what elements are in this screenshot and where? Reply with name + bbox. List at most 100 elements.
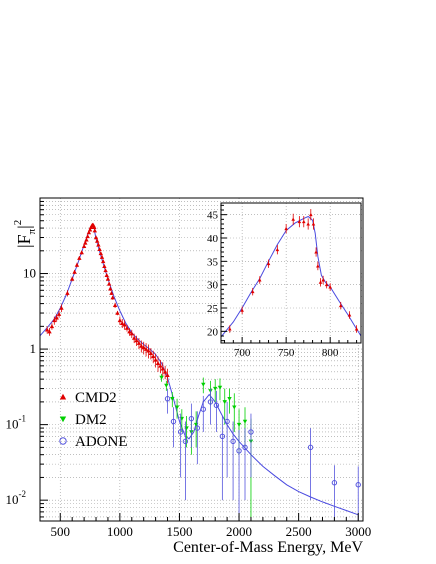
main-point-cmd2	[110, 295, 115, 300]
main-point-dm2	[232, 405, 237, 410]
main-point-dm2	[201, 382, 206, 387]
main-y-tick-label: 10-2	[6, 489, 27, 507]
main-point-cmd2	[105, 276, 111, 281]
main-point-cmd2	[146, 348, 151, 353]
main-point-adone	[164, 396, 171, 402]
main-point-adone	[182, 438, 189, 445]
main-point-cmd2	[74, 262, 80, 267]
main-point-adone	[200, 406, 206, 412]
main-point-cmd2	[124, 325, 130, 330]
main-point-cmd2	[72, 269, 77, 274]
inset-y-tick-label: 20	[207, 326, 219, 338]
inset-fit-line	[220, 215, 362, 338]
inset-y-tick-label: 30	[207, 280, 219, 292]
main-x-tick-label: 2500	[286, 524, 312, 539]
inset-plot-frame	[220, 202, 362, 344]
legend-marker-cmd2	[59, 393, 67, 400]
legend-label-dm2: DM2	[75, 412, 107, 428]
main-point-cmd2	[56, 311, 62, 316]
inset-point-cmd2	[291, 217, 296, 221]
main-point-cmd2	[143, 346, 149, 351]
main-x-tick-label: 500	[51, 524, 71, 539]
inset-x-tick-label: 750	[278, 347, 295, 359]
inset-x-tick-label: 800	[322, 347, 339, 359]
main-tick-labels: 500 1000 1500 2000 2500 3000 10 1 10-1 10-2	[6, 200, 371, 539]
inset-data-points	[228, 209, 359, 333]
main-point-cmd2	[79, 250, 84, 255]
main-point-cmd2	[151, 354, 156, 359]
main-point-cmd2	[99, 254, 105, 259]
main-point-cmd2	[98, 251, 103, 256]
x-axis-label: Center-of-Mass Energy, MeV	[173, 539, 363, 556]
main-point-cmd2	[44, 327, 50, 332]
main-point-cmd2	[81, 244, 87, 248]
main-y-tick-label: 1	[30, 341, 37, 356]
main-point-cmd2	[102, 264, 107, 268]
main-point-adone	[230, 438, 236, 445]
inset-point-cmd2	[354, 327, 359, 331]
main-point-cmd2	[49, 324, 55, 329]
main-point-adone	[355, 482, 361, 488]
inset-point-cmd2	[284, 226, 288, 231]
main-point-adone	[331, 480, 338, 486]
main-point-adone	[177, 429, 184, 435]
inset-point-cmd2	[321, 278, 325, 282]
main-point-cmd2	[104, 273, 109, 277]
main-point-cmd2	[139, 343, 144, 348]
main-point-cmd2	[153, 357, 158, 362]
main-point-cmd2	[148, 351, 154, 356]
inset-point-cmd2	[306, 222, 310, 226]
inset-point-cmd2	[318, 280, 323, 284]
main-point-cmd2	[131, 335, 137, 340]
main-plot-frame	[39, 197, 364, 522]
main-point-adone	[242, 444, 248, 451]
inset-point-cmd2	[324, 282, 329, 287]
legend-marker-dm2	[59, 416, 67, 423]
main-point-dm2	[242, 419, 248, 424]
inset-grid	[221, 203, 361, 343]
main-point-cmd2	[162, 369, 168, 374]
main-point-adone	[307, 444, 314, 451]
main-point-cmd2	[84, 237, 89, 242]
inset-point-cmd2	[297, 219, 302, 224]
main-point-cmd2	[141, 345, 146, 350]
inset-point-cmd2	[338, 303, 343, 308]
main-point-cmd2	[77, 255, 82, 260]
main-point-adone	[170, 418, 177, 425]
main-point-cmd2	[54, 315, 59, 320]
main-point-cmd2	[160, 366, 165, 371]
inset-point-cmd2	[250, 289, 255, 294]
main-point-cmd2	[92, 228, 98, 233]
inset-point-cmd2	[275, 247, 280, 252]
main-point-dm2	[170, 397, 175, 401]
legend-marker-adone	[59, 437, 67, 445]
inset-point-cmd2	[314, 250, 318, 254]
main-point-cmd2	[92, 225, 97, 230]
main-point-dm2	[236, 422, 242, 427]
main-point-dm2	[174, 405, 180, 410]
main-data-points	[44, 222, 361, 521]
inset-point-cmd2	[347, 313, 352, 317]
main-point-cmd2	[95, 238, 100, 243]
main-point-cmd2	[106, 281, 112, 286]
inset-point-cmd2	[228, 327, 232, 331]
main-point-dm2	[213, 386, 218, 391]
main-point-cmd2	[158, 363, 163, 368]
inset-point-cmd2	[301, 219, 306, 224]
inset-y-tick-label: 45	[207, 210, 219, 222]
main-point-cmd2	[120, 321, 125, 325]
inset-y-tick-label: 40	[207, 233, 219, 245]
legend-label-adone: ADONE	[75, 434, 128, 450]
inset-point-cmd2	[311, 222, 316, 226]
inset-x-tick-label: 700	[234, 347, 251, 359]
inset-point-cmd2	[316, 264, 320, 268]
main-point-adone	[207, 399, 214, 405]
main-point-cmd2	[65, 290, 70, 295]
main-x-tick-label: 2000	[226, 524, 252, 539]
main-point-cmd2	[108, 286, 113, 291]
main-point-adone	[219, 433, 226, 440]
main-point-dm2	[164, 383, 169, 388]
y-axis-label-main: |F	[14, 234, 34, 248]
main-point-adone	[236, 448, 242, 454]
